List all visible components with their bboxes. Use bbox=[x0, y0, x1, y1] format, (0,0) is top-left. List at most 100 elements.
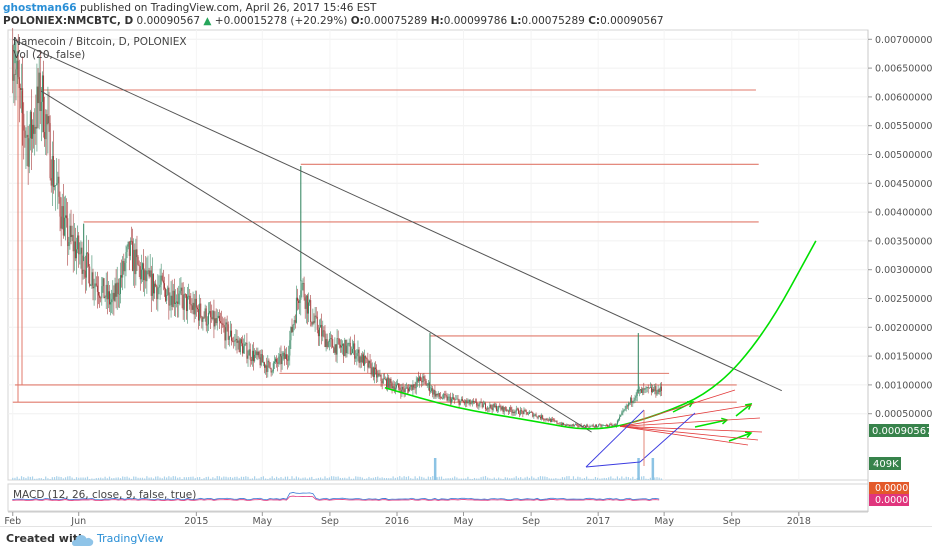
macd-pane[interactable] bbox=[7, 483, 869, 512]
candle-body bbox=[339, 344, 341, 348]
candle-body bbox=[538, 415, 540, 417]
candle-body bbox=[435, 393, 437, 397]
candle-body bbox=[409, 387, 411, 392]
candle-body bbox=[167, 287, 169, 295]
candle-body bbox=[318, 327, 320, 337]
fan-lines[interactable] bbox=[585, 389, 763, 468]
macd-badge-2: 0.0000 bbox=[869, 494, 909, 506]
candle-body bbox=[403, 389, 405, 393]
volume-bar bbox=[436, 477, 438, 480]
candle-body bbox=[441, 397, 443, 399]
candle-body bbox=[405, 387, 407, 389]
candle-body bbox=[243, 346, 245, 354]
volume-bar bbox=[623, 478, 625, 480]
candle-body bbox=[301, 283, 303, 291]
volume-bar bbox=[82, 477, 84, 480]
candle-body bbox=[224, 327, 226, 341]
candle-body bbox=[552, 419, 554, 420]
candle-body bbox=[539, 416, 541, 419]
candle-body bbox=[194, 298, 196, 315]
volume-bar bbox=[100, 477, 102, 480]
resistance-levels[interactable] bbox=[12, 39, 759, 403]
green-arrow-shaft bbox=[694, 419, 728, 428]
volume-bar bbox=[414, 476, 416, 480]
volume-bar bbox=[150, 477, 152, 480]
candle-body bbox=[32, 124, 34, 139]
candle-body bbox=[338, 338, 340, 345]
volume-bar bbox=[115, 477, 117, 480]
macd-badge-1: 0.0000 bbox=[869, 482, 909, 494]
volume-bar bbox=[418, 476, 421, 480]
volume-bar bbox=[126, 476, 128, 480]
volume-bar bbox=[443, 478, 445, 480]
candle-body bbox=[135, 249, 137, 275]
candle-body bbox=[161, 275, 163, 281]
candle-body bbox=[312, 321, 314, 325]
volume-bar bbox=[67, 476, 69, 480]
macd-badge-1-text: 0.0000 bbox=[875, 483, 908, 494]
candle-body bbox=[499, 405, 501, 408]
volume-bar bbox=[111, 478, 113, 480]
candle-body bbox=[296, 297, 298, 301]
y-axis[interactable]: 0.00050000 0.00100000 0.00150000 0.00200000… bbox=[868, 28, 932, 420]
candle-body bbox=[633, 400, 635, 401]
candle-body bbox=[28, 138, 30, 167]
volume-bar bbox=[614, 478, 616, 480]
candle-body bbox=[625, 405, 627, 409]
volume-bar bbox=[462, 478, 465, 480]
volume-bar bbox=[610, 476, 612, 480]
candle-body bbox=[632, 400, 634, 403]
volume-bar bbox=[366, 478, 368, 480]
candle-body bbox=[90, 285, 92, 287]
volume-bar bbox=[49, 478, 51, 480]
tradingview-cloud-icon[interactable] bbox=[72, 532, 94, 551]
candle-body bbox=[277, 362, 279, 364]
channel-line bbox=[639, 412, 696, 463]
candle-body bbox=[446, 395, 448, 401]
candle-body bbox=[190, 304, 192, 306]
candle-body bbox=[125, 252, 127, 263]
candle-body bbox=[634, 397, 636, 401]
candle-body bbox=[510, 407, 512, 410]
volume-bar bbox=[258, 478, 260, 480]
volume-bar bbox=[658, 477, 660, 480]
candle-body bbox=[118, 293, 120, 295]
price-pane[interactable] bbox=[7, 29, 869, 481]
tradingview-link[interactable]: TradingView bbox=[97, 532, 164, 545]
volume-bar bbox=[137, 477, 139, 480]
volume-bar bbox=[163, 476, 166, 480]
candle-body bbox=[85, 252, 87, 278]
candle-body bbox=[61, 206, 63, 229]
candle-body bbox=[558, 423, 560, 425]
x-tick-label: Feb bbox=[4, 516, 21, 527]
candle-body bbox=[356, 353, 358, 357]
candle-body bbox=[453, 397, 455, 400]
candle-body bbox=[67, 218, 69, 247]
volume-bar bbox=[517, 477, 520, 480]
candle-body bbox=[24, 130, 26, 138]
candle-body bbox=[251, 350, 253, 361]
candle-body bbox=[96, 285, 98, 292]
price-chart[interactable]: 0.00050000 0.00100000 0.00150000 0.00200000… bbox=[0, 28, 932, 528]
candle-body bbox=[430, 390, 432, 392]
projection-curve[interactable] bbox=[384, 240, 817, 442]
trendlines[interactable] bbox=[12, 38, 782, 433]
x-axis[interactable]: Feb Jun 2015 May Sep 2016 May Sep 2017 May Sep 2018 bbox=[4, 512, 811, 527]
volume-bar bbox=[621, 476, 623, 480]
volume-bar bbox=[221, 477, 223, 480]
volume-bar bbox=[407, 476, 410, 480]
candle-body bbox=[74, 241, 76, 259]
candle-body bbox=[470, 403, 472, 405]
candle-body bbox=[362, 354, 364, 366]
author-name[interactable]: ghostman66 bbox=[3, 2, 77, 14]
candle-body bbox=[501, 406, 503, 410]
candle-body bbox=[466, 400, 468, 404]
candle-body bbox=[361, 354, 363, 363]
volume-bar bbox=[106, 478, 108, 480]
volume-bar bbox=[31, 476, 34, 480]
candle-body bbox=[504, 407, 506, 410]
candle-body bbox=[65, 215, 67, 218]
volume-bar bbox=[421, 476, 423, 480]
candle-body bbox=[216, 317, 218, 324]
candle-body bbox=[84, 270, 86, 278]
